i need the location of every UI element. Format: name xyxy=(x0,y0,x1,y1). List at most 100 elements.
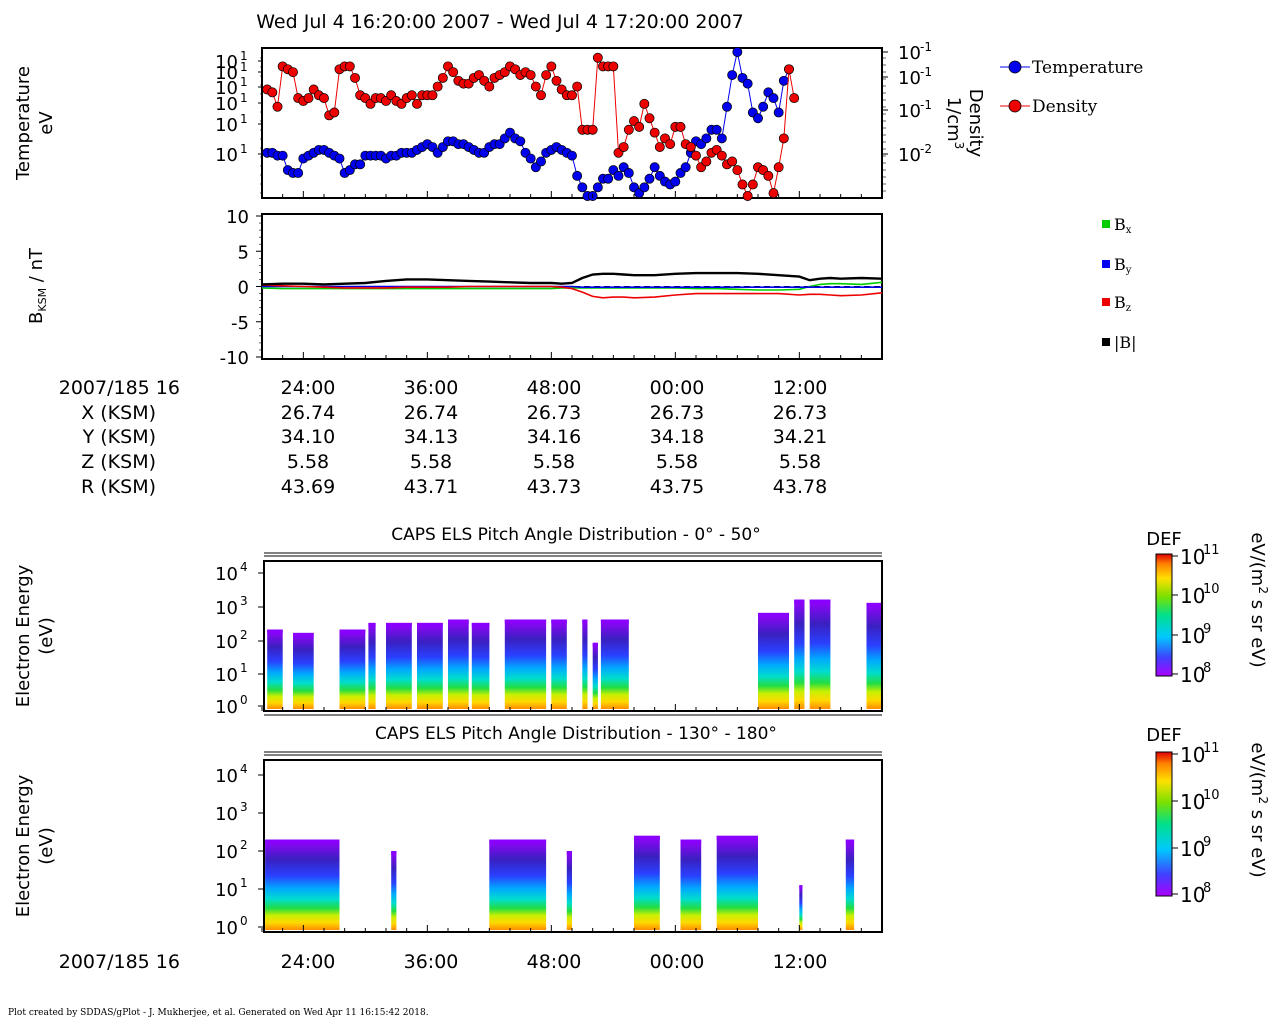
density-marker xyxy=(572,81,583,92)
spectrogram-block xyxy=(799,885,803,930)
temperature-marker xyxy=(778,75,789,86)
density-tick-exponent: -1 xyxy=(920,65,932,79)
ephemeris-value: 26.73 xyxy=(773,402,827,424)
bfield-tick-label: 5 xyxy=(238,242,249,263)
temperature-marker xyxy=(603,173,614,184)
temperature-marker xyxy=(644,173,655,184)
legend-bx-label: Bx xyxy=(1114,215,1132,236)
density-marker xyxy=(747,179,758,190)
spectrogram-fringe xyxy=(794,599,805,604)
bfield-bz-line xyxy=(261,284,883,299)
density-tick-exponent: -1 xyxy=(920,98,932,112)
temperature-marker xyxy=(649,162,660,173)
temperature-marker xyxy=(742,78,753,89)
colorbar-tick-label: 10 xyxy=(1180,837,1205,861)
spectrogram-fringe xyxy=(634,835,660,840)
spectrogram-fringe xyxy=(592,642,598,647)
colorbar-tick-label: 10 xyxy=(1180,624,1205,648)
bfield-tick-label: -10 xyxy=(220,348,249,369)
spectrogram-block xyxy=(368,622,376,709)
temperature-tick-exponent: 1 xyxy=(240,91,248,105)
colorbar-tick-exponent: 9 xyxy=(1203,622,1211,637)
colorbar-tick-label: 10 xyxy=(1180,883,1205,907)
spectrogram-fringe xyxy=(293,632,314,637)
temperature-marker xyxy=(536,156,546,167)
density-ylabel-unit: 1/cm3 xyxy=(943,97,966,150)
ephemeris-time-tick: 12:00 xyxy=(773,377,828,399)
ephemeris-value: 34.21 xyxy=(773,426,827,448)
pad-0-50-spectrogram xyxy=(267,599,882,709)
bottom-axis-tick: 36:00 xyxy=(404,951,459,973)
temperature-marker xyxy=(680,162,691,173)
density-marker xyxy=(654,142,665,152)
legend-bmag-label: |B| xyxy=(1114,333,1137,352)
colorbar-top-unit-base: eV/(m xyxy=(1247,532,1268,586)
energy-tick-label: 10 xyxy=(215,918,238,939)
ephemeris-value: 26.73 xyxy=(650,402,704,424)
energy-tick-exponent: 1 xyxy=(240,661,248,675)
spectrogram-fringe xyxy=(368,622,376,627)
temperature-marker xyxy=(758,101,769,112)
temperature-marker xyxy=(623,168,634,178)
legend-density-label: Density xyxy=(1032,97,1098,117)
temperature-marker xyxy=(515,136,526,147)
energy-tick-exponent: 0 xyxy=(240,914,248,928)
spectrogram-fringe xyxy=(758,612,789,617)
temperature-tick-exponent: 1 xyxy=(240,49,248,63)
colorbar-tick-exponent: 11 xyxy=(1203,543,1220,558)
pad-0-50-ylabel-unit: (eV) xyxy=(36,617,57,654)
spectrogram-block xyxy=(267,629,283,709)
energy-tick-exponent: 1 xyxy=(240,876,248,890)
ephemeris-label-x: X (KSM) xyxy=(81,402,156,424)
density-marker xyxy=(412,98,422,109)
temperature-marker xyxy=(567,150,577,161)
density-marker xyxy=(675,121,686,132)
spectrogram-block xyxy=(866,602,882,709)
legend-bx-sub: x xyxy=(1126,225,1132,236)
colorbar-tick-exponent: 10 xyxy=(1203,582,1220,597)
energy-tick-label: 10 xyxy=(215,842,238,863)
density-marker xyxy=(727,156,738,167)
temperature-marker xyxy=(773,107,784,118)
ephemeris-time-tick: 00:00 xyxy=(650,377,705,399)
legend-temperature-label: Temperature xyxy=(1032,58,1143,78)
density-marker xyxy=(272,101,283,112)
temperature-tick-exponent: 1 xyxy=(240,75,248,89)
density-marker xyxy=(608,61,619,72)
ephemeris-value: 5.58 xyxy=(656,451,698,473)
energy-tick-exponent: 0 xyxy=(240,693,248,707)
plot-title: Wed Jul 4 16:20:00 2007 - Wed Jul 4 17:2… xyxy=(256,11,744,33)
colorbar-top-gradient xyxy=(1155,553,1173,677)
bfield-ylabel-sub: KSM xyxy=(36,288,49,312)
density-marker xyxy=(350,72,360,83)
temperature-axis-ticks: 10 110 110 110 110 110 1 xyxy=(215,49,262,194)
spectrogram-fringe xyxy=(386,622,412,627)
time-axis-tick-marks xyxy=(261,191,883,932)
energy-tick-exponent: 3 xyxy=(240,800,248,814)
bfield-series xyxy=(261,271,883,299)
temperature-tick-exponent: 1 xyxy=(240,60,248,74)
bfield-ylabel-unit: / nT xyxy=(26,247,47,288)
density-marker xyxy=(784,64,794,75)
bfield-bmag-line xyxy=(261,271,883,286)
colorbar-tick-exponent: 10 xyxy=(1203,788,1220,803)
colorbar-top-unit: eV/(m2 s sr eV) xyxy=(1247,532,1270,667)
ephemeris-z-row: 5.58 5.58 5.58 5.58 5.58 xyxy=(287,451,821,473)
density-marker xyxy=(437,72,448,83)
density-marker xyxy=(525,70,536,80)
energy-tick-exponent: 2 xyxy=(240,628,248,642)
temperature-marker xyxy=(701,133,712,144)
temperature-marker xyxy=(670,176,681,187)
ephemeris-value: 26.74 xyxy=(404,402,458,424)
bfield-tick-label: 10 xyxy=(226,207,249,228)
density-marker xyxy=(737,179,748,190)
colorbar-bottom-title: DEF xyxy=(1146,725,1182,746)
density-marker xyxy=(665,139,676,150)
energy-tick-label: 10 xyxy=(215,598,238,619)
pad-130-180-title: CAPS ELS Pitch Angle Distribution - 130°… xyxy=(375,724,777,744)
spectrogram-block xyxy=(809,599,831,709)
spectrogram-fringe xyxy=(489,839,547,844)
